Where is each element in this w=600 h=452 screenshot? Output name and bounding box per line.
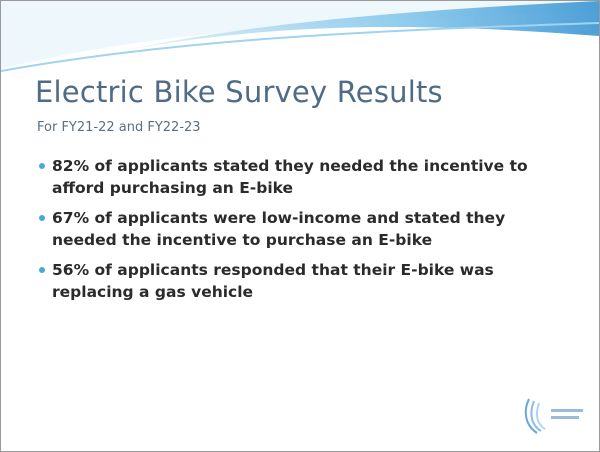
header-swoosh [1,1,599,72]
bullet: 56% of applicants responded that their E… [39,259,559,303]
bullet: 67% of applicants were low-income and st… [39,207,559,251]
subtitle: For FY21-22 and FY22-23 [37,120,201,135]
bullet-list: 82% of applicants stated they needed the… [39,155,559,311]
title: Electric Bike Survey Results [35,75,443,109]
bullet: 82% of applicants stated they needed the… [39,155,559,199]
logo [524,398,583,434]
